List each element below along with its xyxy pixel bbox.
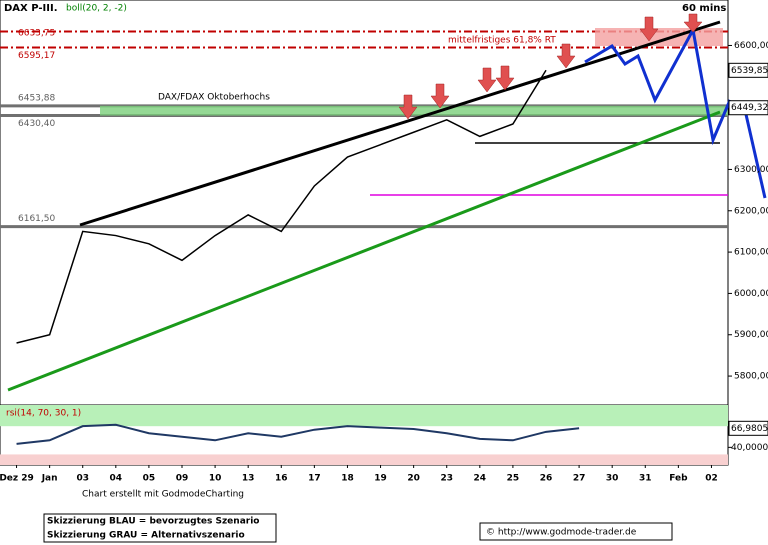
level-label: 6453,88 — [18, 93, 55, 103]
arrow — [495, 65, 515, 91]
x-tick-label: 23 — [440, 474, 453, 484]
x-tick-label: 18 — [341, 474, 354, 484]
annotation: DAX/FDAX Oktoberhochs — [158, 93, 270, 103]
x-tick-label: 03 — [76, 474, 89, 484]
x-tick-label: 04 — [110, 474, 123, 484]
x-tick-label: 20 — [407, 474, 420, 484]
x-tick-label: Feb — [669, 474, 688, 484]
indicator-label: boll(20, 2, -2) — [66, 4, 127, 14]
x-tick-label: 09 — [176, 474, 189, 484]
price-marker-label: 6539,85 — [731, 66, 768, 76]
x-tick-label: 27 — [573, 474, 586, 484]
trend-line-upper — [79, 20, 721, 227]
y-tick-label: 6200,00 — [734, 206, 768, 216]
x-tick-label: 13 — [242, 474, 255, 484]
y-tick-label: 6600,00 — [734, 41, 768, 51]
x-tick-label: 10 — [209, 474, 222, 484]
arrow — [683, 13, 703, 33]
rsi-value-box — [728, 420, 768, 436]
arrow — [639, 16, 659, 42]
chart-title: DAX P-III. — [4, 3, 58, 14]
rsi-oversold — [0, 454, 728, 465]
y-tick-label: 5900,00 — [734, 330, 768, 340]
timeframe: 60 mins — [682, 3, 726, 14]
level-label: 6633,75 — [18, 29, 55, 39]
level-label: 6430,40 — [18, 119, 55, 129]
y-tick-label: 6100,00 — [734, 248, 768, 258]
copyright: © http://www.godmode-trader.de — [486, 528, 637, 538]
x-tick-label: 19 — [374, 474, 387, 484]
rsi-line — [16, 423, 580, 445]
rsi-title: rsi(14, 70, 30, 1) — [6, 409, 81, 419]
trend-line-lower — [7, 110, 721, 392]
x-tick-label: Jan — [41, 474, 58, 484]
level-label: 6161,50 — [18, 214, 55, 224]
y-tick-label: 6000,00 — [734, 289, 768, 299]
resistance-zone — [595, 28, 723, 46]
x-tick-label: 24 — [474, 474, 487, 484]
copyright-box — [479, 522, 673, 541]
x-tick-label: 02 — [705, 474, 718, 484]
rsi-tick-label: 66,9805 — [731, 424, 768, 434]
price-marker-box — [728, 100, 768, 116]
legend-box — [43, 513, 277, 543]
scenario-line — [584, 25, 732, 146]
credit: Chart erstellt mit GodmodeCharting — [82, 490, 244, 500]
arrow — [556, 43, 576, 69]
x-tick-label: 17 — [308, 474, 321, 484]
x-tick-label: Dez 29 — [0, 474, 34, 484]
scenario-line — [743, 109, 767, 199]
arrow — [398, 94, 418, 120]
arrow — [477, 67, 497, 93]
price-marker-box — [728, 62, 768, 78]
x-tick-label: 31 — [639, 474, 652, 484]
x-tick-label: 30 — [606, 474, 619, 484]
plot-frame — [0, 0, 729, 406]
price-marker-label: 6449,32 — [731, 103, 768, 113]
price-line — [16, 69, 547, 344]
arrows — [398, 13, 703, 120]
y-tick-label: 5800,00 — [734, 372, 768, 382]
rsi-overbought — [0, 405, 728, 427]
legend-text: Skizzierung GRAU = Alternativszenario — [47, 531, 245, 541]
y-tick-label: 6300,00 — [734, 165, 768, 175]
x-tick-label: 26 — [540, 474, 553, 484]
legend-text: Skizzierung BLAU = bevorzugtes Szenario — [47, 517, 259, 527]
arrow — [430, 83, 450, 109]
x-tick-label: 25 — [507, 474, 520, 484]
x-tick-label: 16 — [275, 474, 288, 484]
annotation: mittelfristiges 61,8% RT — [448, 36, 556, 46]
rsi-tick-label: 40,0000 — [731, 443, 768, 453]
x-tick-label: 05 — [143, 474, 156, 484]
level-label: 6595,17 — [18, 51, 55, 61]
